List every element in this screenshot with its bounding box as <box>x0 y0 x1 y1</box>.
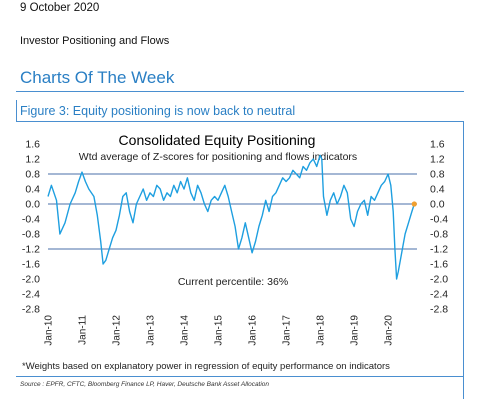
chart-container: Consolidated Equity Positioning Wtd aver… <box>0 125 480 355</box>
chart-subtitle: Wtd average of Z-scores for positioning … <box>79 151 357 163</box>
y-tick-label-right: 0.0 <box>430 199 445 211</box>
x-tick-label: Jan-14 <box>180 315 191 346</box>
y-tick-label-right: -2.4 <box>430 289 448 301</box>
chart-title: Consolidated Equity Positioning <box>119 132 316 148</box>
y-tick-label-left: -2.8 <box>22 304 40 316</box>
y-tick-label-left: 1.6 <box>25 139 40 151</box>
y-tick-label-left: 1.2 <box>25 154 40 166</box>
y-tick-label-right: -0.4 <box>430 214 448 226</box>
y-tick-label-left: 0.0 <box>25 199 40 211</box>
chart-annotation: Current percentile: 36% <box>178 276 288 288</box>
y-tick-label-left: 0.8 <box>25 169 40 181</box>
y-tick-label-left: -0.4 <box>22 214 40 226</box>
y-tick-label-left: -1.6 <box>22 259 40 271</box>
y-tick-label-left: 0.4 <box>25 184 40 196</box>
y-tick-label-left: -1.2 <box>22 244 40 256</box>
y-tick-label-right: -0.8 <box>430 229 448 241</box>
figure-title-bracket <box>16 100 17 122</box>
x-tick-label: Jan-15 <box>214 315 225 346</box>
x-tick-label: Jan-13 <box>146 315 157 346</box>
source-rule <box>16 376 464 377</box>
x-tick-label: Jan-19 <box>350 315 361 346</box>
y-tick-label-right: 0.4 <box>430 184 445 196</box>
y-tick-label-right: 1.2 <box>430 154 445 166</box>
y-tick-label-right: 1.6 <box>430 139 445 151</box>
y-tick-label-left: -2.4 <box>22 289 40 301</box>
report-date: 9 October 2020 <box>20 2 100 14</box>
y-tick-label-left: -2.0 <box>22 274 40 286</box>
heading-rule <box>16 91 464 92</box>
figure-source: Source : EPFR, CFTC, Bloomberg Finance L… <box>20 381 270 388</box>
y-tick-label-right: -2.8 <box>430 304 448 316</box>
x-tick-label: Jan-17 <box>282 315 293 346</box>
current-value-marker <box>411 201 417 207</box>
y-tick-label-left: -0.8 <box>22 229 40 241</box>
figure-footnote: *Weights based on explanatory power in r… <box>22 361 390 372</box>
y-tick-label-right: -1.2 <box>430 244 448 256</box>
y-tick-label-right: -2.0 <box>430 274 448 286</box>
figure-right-border <box>463 121 464 399</box>
x-tick-label: Jan-12 <box>112 315 123 346</box>
figure-title: Figure 3: Equity positioning is now back… <box>20 104 296 118</box>
x-tick-label: Jan-16 <box>248 315 259 346</box>
y-tick-label-right: 0.8 <box>430 169 445 181</box>
y-tick-label-right: -1.6 <box>430 259 448 271</box>
line-chart: Consolidated Equity Positioning Wtd aver… <box>22 132 448 346</box>
series-line <box>47 154 415 280</box>
x-tick-label: Jan-11 <box>78 315 89 345</box>
x-tick-label: Jan-18 <box>316 315 327 346</box>
report-section: Investor Positioning and Flows <box>20 35 170 47</box>
x-tick-label: Jan-10 <box>44 315 55 346</box>
page-heading: Charts Of The Week <box>20 68 175 87</box>
x-tick-label: Jan-20 <box>384 315 395 346</box>
figure-title-rule <box>16 121 464 122</box>
